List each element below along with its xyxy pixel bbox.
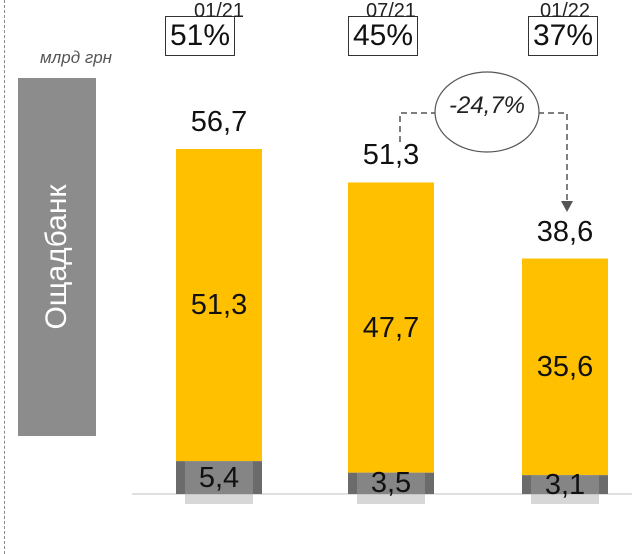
- connector-right: [538, 112, 568, 201]
- share-label: 51%: [165, 16, 235, 56]
- segment-value-label: 5,4: [198, 461, 240, 494]
- bar-segment-main: [176, 149, 262, 462]
- bar-segment-base-overlay: [357, 472, 425, 504]
- bank-label-box: [18, 78, 96, 436]
- share-label: 45%: [348, 16, 418, 56]
- bar-segment-main: [522, 258, 608, 476]
- change-ellipse: [434, 71, 540, 153]
- bar-segment-base: [176, 461, 262, 494]
- bar-segment-base-overlay: [531, 475, 599, 504]
- x-tick-label: 07/21: [365, 0, 417, 22]
- total-value-label: 56,7: [190, 106, 248, 138]
- bar-segment-base: [348, 472, 434, 494]
- segment-value-label: 3,5: [370, 467, 412, 500]
- share-label: 37%: [528, 16, 598, 56]
- arrow-head-icon: [561, 201, 573, 212]
- connector-left: [399, 112, 435, 142]
- x-tick-label: 01/22: [539, 0, 591, 22]
- segment-value-label: 47,7: [362, 311, 420, 344]
- x-tick-label: 01/21: [193, 0, 245, 22]
- segment-value-label: 35,6: [536, 350, 594, 383]
- unit-label: млрд грн: [40, 48, 113, 67]
- total-value-label: 38,6: [536, 215, 594, 248]
- bars-layer: [176, 149, 608, 504]
- bar-segment-base-overlay: [185, 461, 253, 504]
- left-dashed-border: [4, 0, 5, 554]
- total-value-label: 51,3: [362, 139, 420, 172]
- bar-segment-base: [522, 475, 608, 494]
- change-connector: [399, 71, 573, 212]
- segment-value-label: 3,1: [544, 468, 586, 501]
- bar-segment-main: [348, 182, 434, 473]
- change-label: -24,7%: [448, 92, 526, 119]
- segment-value-label: 51,3: [190, 289, 248, 322]
